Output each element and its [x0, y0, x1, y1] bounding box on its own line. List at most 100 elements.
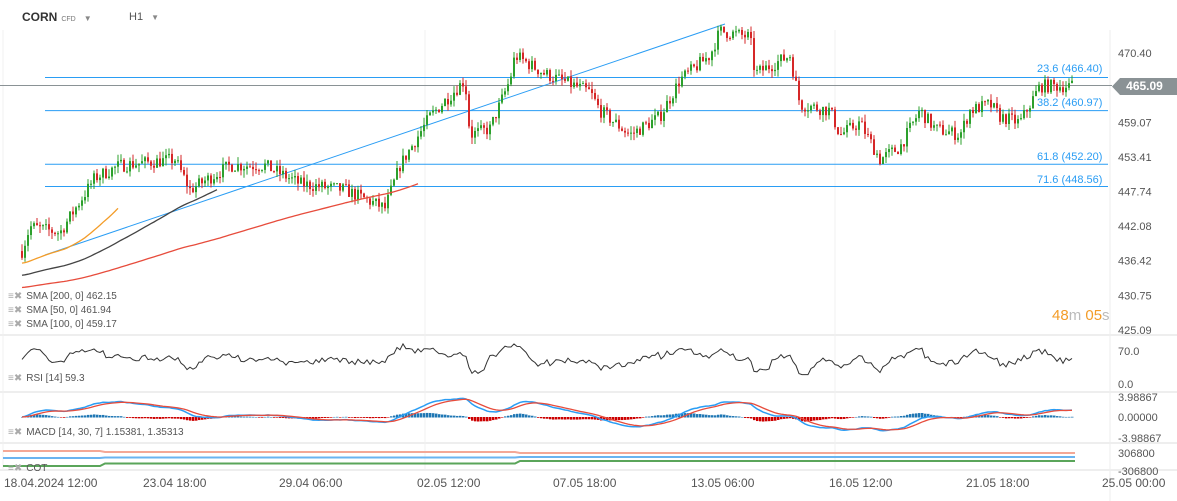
settings-icon[interactable]: ≡✖ [8, 319, 23, 330]
candle-body [996, 103, 998, 109]
macd-histogram-bar [642, 417, 645, 418]
macd-histogram-bar [708, 415, 711, 418]
candle-body [993, 103, 995, 108]
macd-histogram-bar [447, 415, 450, 418]
macd-histogram-bar [633, 417, 636, 420]
macd-histogram-bar [501, 417, 504, 418]
candle-body [276, 166, 278, 172]
candle-body [144, 157, 146, 162]
candle-body [345, 184, 347, 186]
macd-histogram-bar [1032, 416, 1035, 418]
macd-histogram-bar [444, 414, 447, 418]
candle-body [1071, 80, 1073, 84]
settings-icon[interactable]: ≡✖ [8, 463, 23, 474]
macd-histogram-bar [714, 415, 717, 418]
macd-histogram-bar [315, 417, 318, 419]
macd-histogram-bar [771, 417, 774, 422]
macd-histogram-bar [135, 417, 138, 419]
candle-body [612, 121, 614, 123]
candle-body [243, 168, 245, 171]
candle-body [633, 132, 635, 134]
candle-body [732, 31, 734, 39]
macd-histogram-bar [423, 413, 426, 418]
candle-body [531, 60, 533, 70]
legend-sma50[interactable]: ≡✖ SMA [50, 0] 461.94 [8, 305, 112, 316]
macd-histogram-bar [114, 416, 117, 418]
symbol-selector[interactable]: CORN CFD ▼ [22, 10, 92, 24]
candle-body [72, 211, 74, 215]
timeframe-selector[interactable]: H1 ▼ [129, 11, 159, 23]
candle-body [741, 29, 743, 35]
macd-histogram-bar [552, 417, 555, 420]
candle-body [1050, 79, 1052, 93]
macd-histogram-bar [807, 417, 810, 422]
macd-histogram-bar [753, 417, 756, 421]
candle-body [726, 32, 728, 38]
candle-body [192, 188, 194, 193]
macd-histogram-bar [441, 414, 444, 418]
cot-line [3, 456, 1075, 459]
legend-cot[interactable]: ≡✖ COT [8, 463, 48, 474]
time-label: 23.04 18:00 [143, 476, 207, 490]
candle-body [759, 65, 761, 70]
candle-body [42, 225, 44, 227]
macd-histogram-bar [558, 417, 561, 420]
macd-histogram-bar [567, 417, 570, 420]
candle-body [915, 118, 917, 122]
macd-histogram-bar [1041, 415, 1044, 418]
macd-histogram-bar [726, 415, 729, 418]
macd-histogram-bar [861, 416, 864, 418]
candle-body [918, 111, 920, 119]
macd-histogram-bar [831, 417, 834, 419]
candle-body [798, 80, 800, 101]
macd-histogram-bar [555, 417, 558, 420]
candle-body [849, 122, 851, 126]
macd-histogram-bar [744, 417, 747, 418]
candle-body [333, 183, 335, 185]
settings-icon[interactable]: ≡✖ [8, 427, 23, 438]
macd-histogram-bar [249, 416, 252, 418]
candle-body [168, 153, 170, 156]
settings-icon[interactable]: ≡✖ [8, 305, 23, 316]
macd-histogram-bar [864, 416, 867, 418]
macd-histogram-bar [1029, 417, 1032, 418]
macd-histogram-bar [528, 415, 531, 418]
macd-histogram-bar [36, 414, 39, 418]
candle-body [468, 94, 470, 127]
legend-macd[interactable]: ≡✖ MACD [14, 30, 7] 1.15381, 1.35313 [8, 427, 184, 438]
macd-histogram-bar [774, 417, 777, 421]
macd-histogram-bar [111, 415, 114, 418]
macd-histogram-bar [663, 415, 666, 418]
legend-sma100[interactable]: ≡✖ SMA [100, 0] 459.17 [8, 319, 117, 330]
settings-icon[interactable]: ≡✖ [8, 291, 23, 302]
macd-histogram-bar [474, 417, 477, 422]
candle-body [966, 120, 968, 124]
macd-histogram-bar [1011, 417, 1014, 419]
candle-body [792, 57, 794, 77]
macd-histogram-bar [450, 415, 453, 418]
candle-body [969, 109, 971, 124]
macd-histogram-bar [648, 416, 651, 418]
candle-body [639, 128, 641, 135]
settings-icon[interactable]: ≡✖ [8, 373, 23, 384]
candle-body [990, 99, 992, 108]
macd-histogram-bar [354, 417, 357, 419]
candle-body [708, 58, 710, 61]
candle-body [774, 69, 776, 72]
candle-body [867, 133, 869, 135]
legend-sma200[interactable]: ≡✖ SMA [200, 0] 462.15 [8, 291, 117, 302]
legend-rsi[interactable]: ≡✖ RSI [14] 59.3 [8, 373, 85, 384]
macd-histogram-bar [483, 417, 486, 422]
rsi-line [21, 342, 1073, 376]
macd-histogram-bar [432, 413, 435, 418]
candle-body [54, 232, 56, 234]
price-axis-label: 453.41 [1118, 152, 1152, 164]
candle-body [978, 104, 980, 113]
macd-histogram-bar [513, 414, 516, 418]
candle-body [807, 110, 809, 112]
candle-body [411, 146, 413, 151]
candle-body [999, 108, 1001, 122]
macd-histogram-bar [786, 417, 789, 419]
macd-histogram-bar [843, 417, 846, 419]
